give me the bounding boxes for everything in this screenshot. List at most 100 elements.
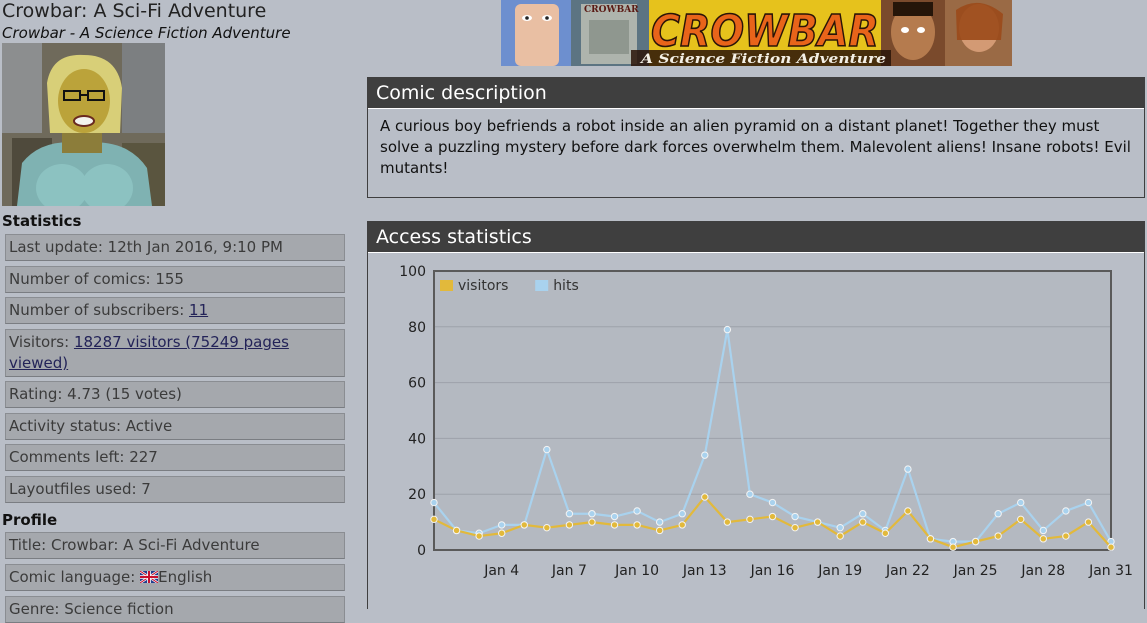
data-point-visitors <box>565 521 574 529</box>
data-point-visitors <box>1062 532 1070 540</box>
data-point-hits <box>859 510 867 518</box>
comic-avatar <box>2 43 165 206</box>
page-subtitle: Crowbar - A Science Fiction Adventure <box>2 24 291 42</box>
data-point-visitors <box>723 518 732 526</box>
x-tick-label: Jan 28 <box>1020 563 1065 579</box>
x-tick-label: Jan 13 <box>682 563 727 579</box>
data-point-visitors <box>1017 515 1025 524</box>
stat-rating: Rating: 4.73 (15 votes) <box>5 381 345 408</box>
data-point-hits <box>588 510 596 518</box>
x-tick-label: Jan 31 <box>1088 563 1133 579</box>
subscribers-link[interactable]: 11 <box>189 301 209 319</box>
language-value: English <box>158 568 213 586</box>
x-tick-label: Jan 22 <box>885 563 930 579</box>
data-point-visitors <box>633 521 641 529</box>
data-point-hits <box>768 498 777 507</box>
data-point-visitors <box>859 518 867 526</box>
comic-description-heading: Comic description <box>368 78 1144 109</box>
data-point-hits <box>543 445 551 454</box>
data-point-hits <box>1017 498 1025 507</box>
data-point-hits <box>701 451 709 459</box>
stat-number-of-subscribers: Number of subscribers: 11 <box>5 297 345 324</box>
data-point-visitors <box>475 532 483 540</box>
data-point-visitors <box>746 515 754 524</box>
data-point-hits <box>994 510 1002 518</box>
data-point-visitors <box>610 521 619 529</box>
data-point-visitors <box>701 493 709 501</box>
x-tick-label: Jan 4 <box>483 563 519 579</box>
data-point-visitors <box>904 507 912 515</box>
data-point-hits <box>565 510 574 518</box>
data-point-hits <box>655 518 664 526</box>
profile-title: Title: Crowbar: A Sci-Fi Adventure <box>5 532 345 559</box>
y-tick-label: 20 <box>408 487 426 503</box>
data-point-visitors <box>430 515 438 524</box>
data-point-hits <box>430 498 438 507</box>
data-point-hits <box>633 507 641 515</box>
data-point-visitors <box>791 523 799 532</box>
data-point-visitors <box>768 512 777 521</box>
y-tick-label: 100 <box>399 264 426 280</box>
data-point-visitors <box>1039 535 1047 543</box>
data-point-visitors <box>655 526 664 535</box>
visitors-link[interactable]: 18287 visitors (75249 pages viewed) <box>9 333 289 372</box>
data-point-visitors <box>994 532 1002 540</box>
x-tick-label: Jan 7 <box>551 563 587 579</box>
stat-layoutfiles-used: Layoutfiles used: 7 <box>5 476 345 503</box>
y-tick-label: 0 <box>417 543 426 559</box>
comic-description-text: A curious boy befriends a robot inside a… <box>380 117 1131 177</box>
data-point-hits <box>723 325 732 334</box>
data-point-hits <box>678 510 686 518</box>
data-point-hits <box>1039 526 1047 535</box>
page-title: Crowbar: A Sci-Fi Adventure <box>2 0 267 22</box>
data-point-hits <box>1062 507 1070 515</box>
profile-genre: Genre: Science fiction <box>5 596 345 623</box>
data-point-visitors <box>498 529 506 537</box>
x-tick-label: Jan 16 <box>750 563 795 579</box>
stat-visitors: Visitors: 18287 visitors (75249 pages vi… <box>5 329 345 377</box>
data-point-visitors <box>971 537 980 546</box>
banner-badge-text: CROWBAR <box>584 5 639 15</box>
access-statistics-heading: Access statistics <box>368 222 1144 253</box>
data-point-hits <box>836 523 844 532</box>
data-point-visitors <box>836 532 844 540</box>
x-tick-label: Jan 19 <box>817 563 862 579</box>
banner-logo-text: CROWBAR <box>651 6 879 57</box>
subscribers-label: Number of subscribers: <box>9 301 190 319</box>
data-point-visitors <box>949 543 957 551</box>
y-tick-label: 60 <box>408 376 426 392</box>
data-point-hits <box>904 465 912 473</box>
data-point-visitors <box>588 518 596 526</box>
data-point-visitors <box>678 521 686 529</box>
data-point-hits <box>1084 498 1093 507</box>
y-tick-label: 40 <box>408 431 426 447</box>
y-tick-label: 80 <box>408 320 426 336</box>
language-label: Comic language: <box>9 568 141 586</box>
data-point-hits <box>746 490 754 498</box>
comic-description-panel: Comic description A curious boy befriend… <box>367 77 1145 198</box>
data-point-hits <box>791 512 799 521</box>
comic-banner: CROWBAR CROWBAR A Science Fiction Advent… <box>501 0 1012 66</box>
x-tick-label: Jan 10 <box>614 563 659 579</box>
stat-number-of-comics: Number of comics: 155 <box>5 266 345 293</box>
data-point-visitors <box>452 526 461 535</box>
x-tick-label: Jan 25 <box>953 563 998 579</box>
stat-activity-status: Activity status: Active <box>5 413 345 440</box>
data-point-visitors <box>543 523 551 532</box>
data-point-visitors <box>520 521 528 529</box>
profile-heading: Profile <box>2 511 58 529</box>
data-point-visitors <box>926 535 935 543</box>
uk-flag-icon <box>139 568 159 586</box>
legend-swatch-visitors <box>440 280 453 291</box>
legend-swatch-hits <box>535 280 549 291</box>
data-point-visitors <box>881 529 890 537</box>
access-statistics-chart: 0 20 40 60 80 100 Jan 4 Jan 7 Jan 10 Jan 13 Jan 16… <box>399 264 1133 579</box>
statistics-heading: Statistics <box>2 212 82 230</box>
data-point-hits <box>498 521 506 529</box>
data-point-visitors <box>1084 518 1093 526</box>
plot-border <box>433 270 1112 551</box>
visitors-label: Visitors: <box>9 333 74 351</box>
access-statistics-panel: Access statistics 0 20 40 60 80 100 Jan 4 Jan 7… <box>367 221 1145 609</box>
data-point-hits <box>610 512 619 521</box>
stat-comments-left: Comments left: 227 <box>5 444 345 471</box>
